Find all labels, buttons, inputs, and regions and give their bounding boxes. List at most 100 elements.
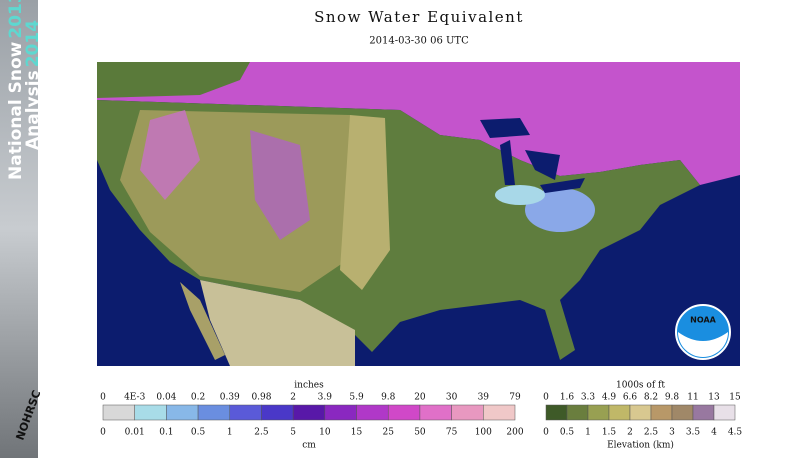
date: 2014-03-30 06 UTC <box>369 36 469 47</box>
legend-bottom-label: 3 <box>669 428 675 438</box>
snow-northwest <box>140 110 200 200</box>
legend-top-label: 3.9 <box>318 393 333 403</box>
legend-top-label: 3.3 <box>581 393 596 403</box>
legend-top-label: 0.39 <box>220 393 240 403</box>
legend-bottom-label: 2.5 <box>644 428 659 438</box>
sidebar-text: National Snow <box>6 41 26 180</box>
legend-bottom-label: 2 <box>627 428 633 438</box>
legend-bottom-label: 10 <box>319 428 331 438</box>
legend-bottom-label: 0 <box>543 428 549 438</box>
legend-top-label: 11 <box>687 393 698 403</box>
legend-swatch <box>419 404 452 421</box>
sidebar <box>0 0 38 458</box>
legend-swatch <box>356 404 389 421</box>
legend-bottom-label: 0 <box>100 428 106 438</box>
legend-swatch <box>387 404 421 421</box>
legend-swatch <box>483 404 516 421</box>
legend-top-label: 9.8 <box>665 393 680 403</box>
legend-bottom-label: 1 <box>585 428 591 438</box>
legend-unit: cm <box>302 441 316 451</box>
legend-swatch <box>197 404 231 421</box>
legend-bottom-label: 5 <box>290 428 296 438</box>
legend-unit: Elevation (km) <box>607 440 674 451</box>
legend-top-label: 4E-3 <box>124 393 146 403</box>
legend-top-label: 0.2 <box>191 393 205 403</box>
baja <box>180 282 225 360</box>
legend-top-label: 0.98 <box>251 393 271 403</box>
legend-swatch <box>166 404 199 421</box>
legend-swatch <box>102 404 135 421</box>
legend-swatch <box>261 404 294 421</box>
legend-bottom-label: 4 <box>711 428 717 438</box>
legend-unit: 1000s of ft <box>616 381 665 391</box>
legend-unit: inches <box>294 381 324 391</box>
lake-huron <box>525 150 560 180</box>
legend-swatch <box>692 404 715 421</box>
legend-swatch <box>134 404 167 421</box>
map: NOAA <box>97 62 740 366</box>
legend-swatch <box>713 404 736 421</box>
lake-erie <box>540 178 585 193</box>
title: Snow Water Equivalent <box>314 8 524 26</box>
legend-top-label: 20 <box>414 393 426 403</box>
legend-top-label: 8.2 <box>644 393 658 403</box>
legend-bottom-label: 200 <box>506 428 523 438</box>
legend-swatch <box>629 404 652 421</box>
legend-bottom-label: 4.5 <box>728 428 743 438</box>
sidebar-line2: Analysis 2014 <box>23 20 43 150</box>
legend-top-label: 9.8 <box>381 393 396 403</box>
legend-swatch <box>451 404 484 421</box>
snow-ohio <box>495 185 545 205</box>
legend-swatch <box>608 404 631 421</box>
legend-swatch <box>566 404 589 421</box>
noaa-logo-bird <box>678 332 728 357</box>
legend-bottom-label: 0.5 <box>191 428 206 438</box>
legend-bottom-label: 0.5 <box>560 428 575 438</box>
legend-swatch <box>292 404 326 421</box>
legend-top-label: 6.6 <box>623 393 638 403</box>
snow-rockies <box>250 130 310 240</box>
legend-top-label: 0.04 <box>156 393 176 403</box>
mexico <box>200 280 355 366</box>
legend-top-label: 0 <box>543 393 549 403</box>
legend-bottom-label: 0.01 <box>125 428 145 438</box>
legend-swatch <box>671 404 694 421</box>
legend-swatch <box>545 404 568 421</box>
canada-west <box>97 62 250 98</box>
sidebar-line1: National Snow2013- <box>6 0 26 180</box>
legend-swatch <box>587 404 610 421</box>
legend-top-label: 4.9 <box>602 393 617 403</box>
sidebar-year: 2013- <box>6 0 26 39</box>
legend-bottom-label: 100 <box>475 428 492 438</box>
legend-bottom-label: 15 <box>351 428 363 438</box>
legend-top-label: 5.9 <box>349 393 364 403</box>
legend-top-label: 1.6 <box>560 393 575 403</box>
legend-top-label: 0 <box>100 393 106 403</box>
noaa-logo-text: NOAA <box>690 316 716 325</box>
legend-top-label: 15 <box>729 393 741 403</box>
legend-top-label: 79 <box>509 393 521 403</box>
legend-bottom-label: 75 <box>446 428 458 438</box>
legend-swatch <box>229 404 262 421</box>
lake-superior <box>480 118 530 138</box>
legend-bottom-label: 0.1 <box>159 428 173 438</box>
sidebar-text: Analysis <box>23 70 43 150</box>
lake-michigan <box>500 140 515 185</box>
plains <box>340 115 390 290</box>
legend-top-label: 2 <box>290 393 296 403</box>
legend-swatch <box>324 404 357 421</box>
legend-bottom-label: 1 <box>227 428 233 438</box>
legend-top-label: 39 <box>478 393 490 403</box>
legend-bottom-label: 1.5 <box>602 428 617 438</box>
legend-bottom-label: 25 <box>383 428 395 438</box>
legend-top-label: 13 <box>708 393 720 403</box>
legend-bottom-label: 2.5 <box>254 428 269 438</box>
legend-bottom-label: 50 <box>414 428 426 438</box>
legend-top-label: 30 <box>446 393 458 403</box>
canada <box>97 62 740 185</box>
sidebar-year: 2014 <box>23 20 43 67</box>
legend-bottom-label: 3.5 <box>686 428 701 438</box>
legend-swatch <box>650 404 673 421</box>
